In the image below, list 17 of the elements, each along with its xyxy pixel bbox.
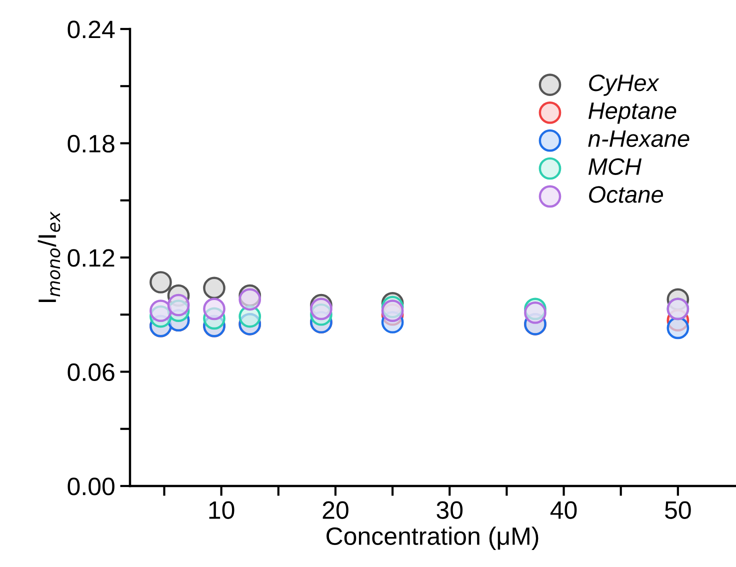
y-tick-label: 0.18 [68,134,114,153]
legend-label: Heptane [588,102,676,124]
y-tick-label: 0.24 [68,20,115,38]
x-tick-label: 20 [322,501,348,519]
y-tick-label: 0.06 [68,363,114,382]
legend-label: Octane [589,186,664,203]
y-axis-title: I$_{mono}$/I$_{ex}$ [38,211,60,302]
y-tick-label: 0.00 [68,478,114,496]
legend-label: n-Hexane [588,130,690,148]
x-tick-label: 40 [550,501,577,519]
legend-label: CyHex [589,74,660,96]
x-axis-title: Concentration (μM) [326,526,538,550]
x-tick-label: 30 [436,501,463,519]
x-tick-label: 10 [209,501,234,519]
y-tick-label: 0.12 [68,249,114,267]
legend-label: MCH [588,158,642,175]
x-tick-label: 50 [665,501,691,519]
